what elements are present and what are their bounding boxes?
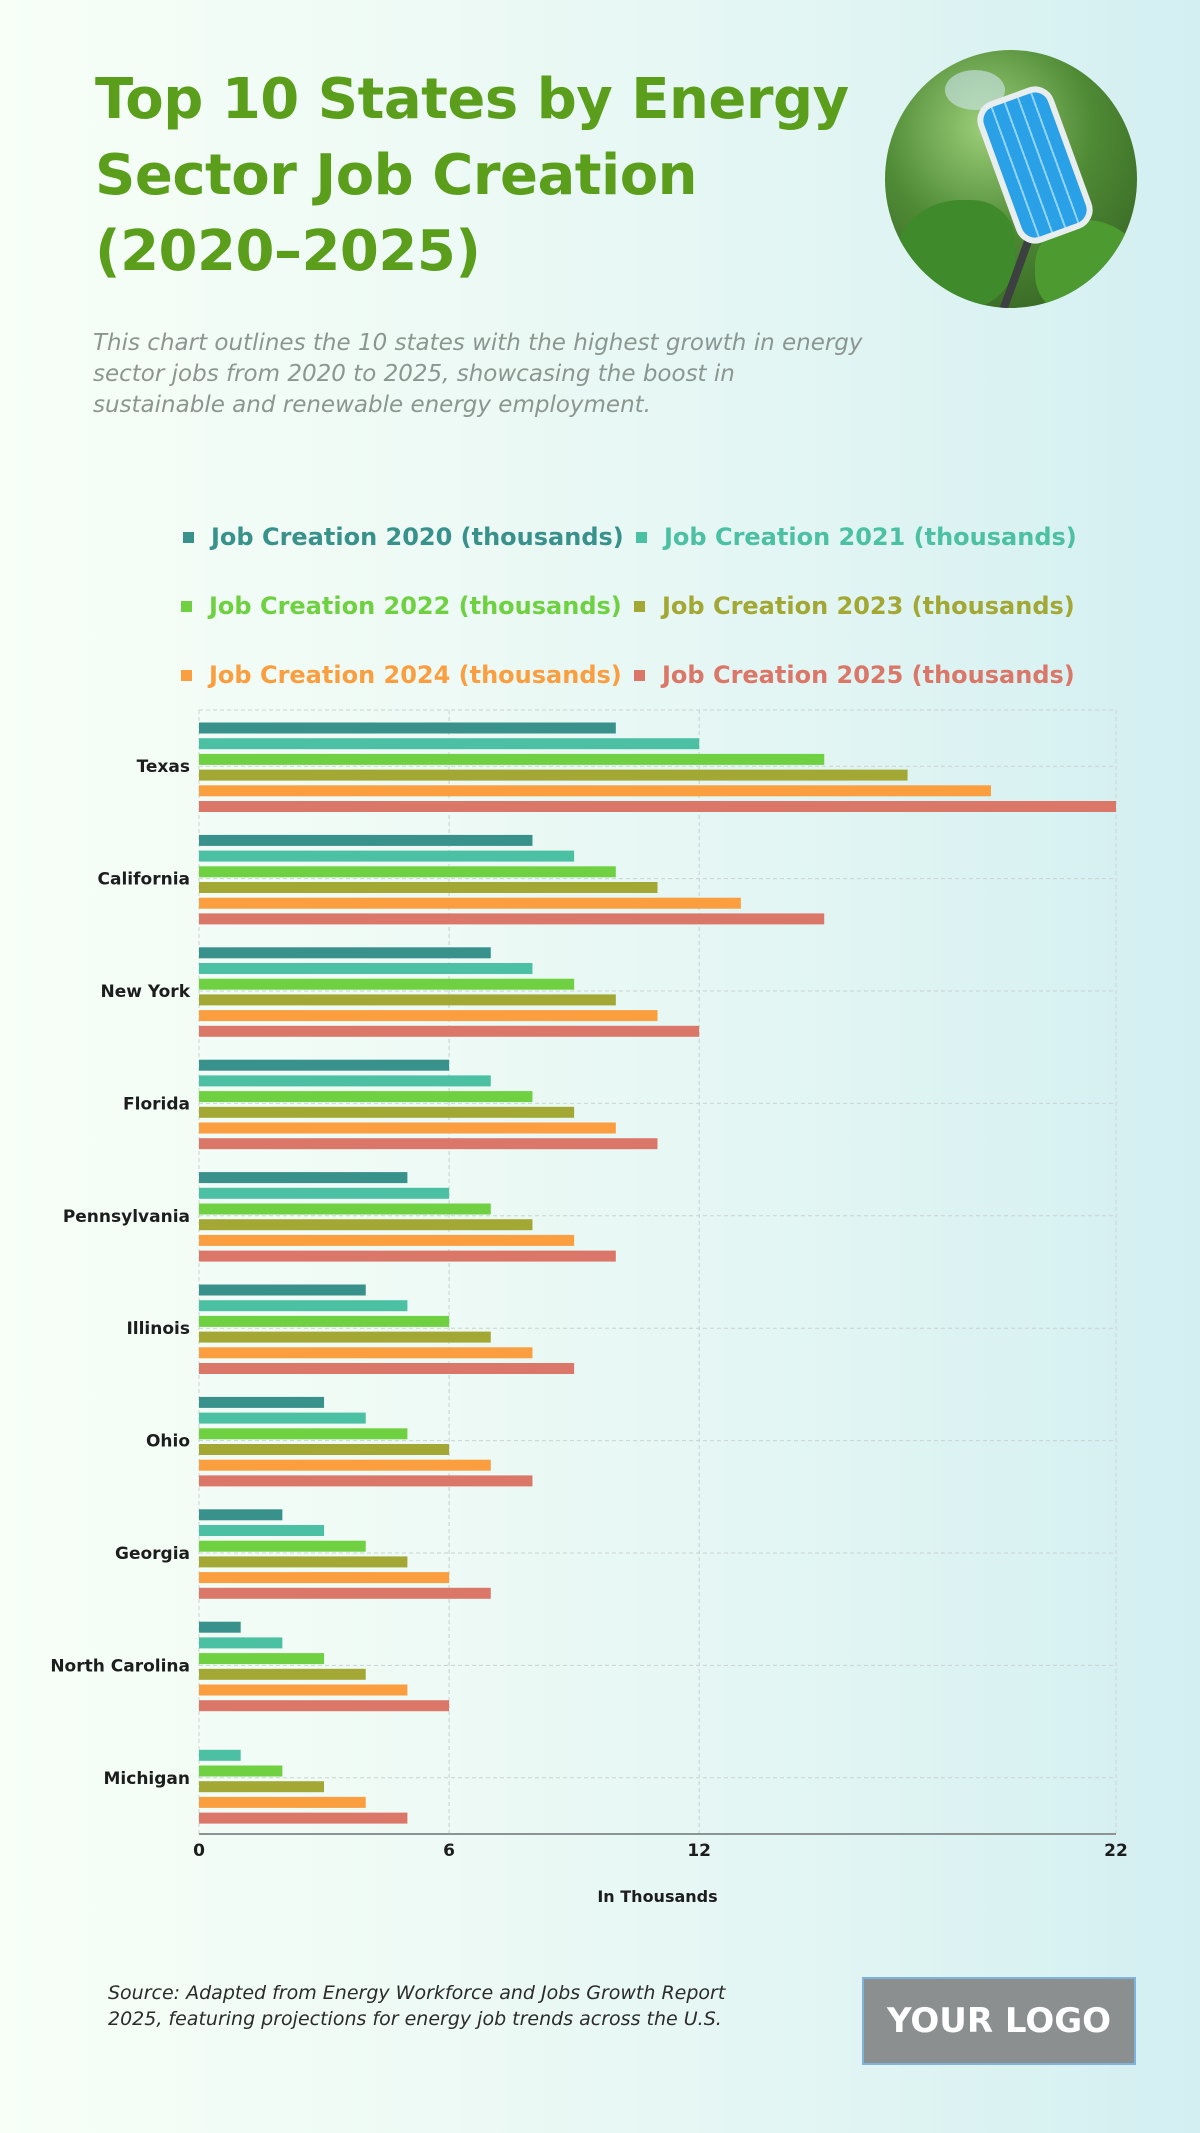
bar bbox=[199, 1059, 450, 1071]
legend-label: Job Creation 2025 (thousands) bbox=[662, 661, 1075, 689]
category-label: Georgia bbox=[115, 1544, 190, 1564]
bar bbox=[199, 882, 658, 893]
bar bbox=[199, 1765, 283, 1777]
x-tick-label: 0 bbox=[193, 1841, 205, 1861]
legend-swatch bbox=[634, 669, 645, 681]
page-subtitle: This chart outlines the 10 states with t… bbox=[93, 330, 863, 418]
bar bbox=[199, 897, 741, 909]
bar bbox=[199, 1637, 283, 1649]
bar bbox=[199, 1749, 241, 1761]
bar bbox=[199, 801, 1116, 812]
bar bbox=[199, 1250, 616, 1262]
bar bbox=[199, 866, 616, 878]
bar bbox=[199, 1172, 408, 1184]
bar bbox=[199, 1363, 575, 1374]
page-title: Top 10 States by Energy Sector Job Creat… bbox=[95, 67, 849, 284]
bar bbox=[199, 1700, 450, 1712]
legend-item-2023[interactable]: Job Creation 2023 (thousands) bbox=[634, 592, 1075, 620]
bar bbox=[199, 1412, 366, 1424]
category-label: Texas bbox=[137, 757, 190, 777]
bar bbox=[199, 1572, 450, 1584]
bar bbox=[199, 1459, 491, 1471]
legend-item-2025[interactable]: Job Creation 2025 (thousands) bbox=[634, 661, 1075, 689]
logo-placeholder: YOUR LOGO bbox=[862, 1977, 1136, 2065]
category-label: Florida bbox=[123, 1094, 190, 1114]
bar bbox=[199, 1396, 325, 1408]
solar-light-photo bbox=[885, 50, 1137, 308]
legend-item-2022[interactable]: Job Creation 2022 (thousands) bbox=[181, 592, 622, 620]
bar bbox=[199, 1347, 533, 1359]
legend-label: Job Creation 2022 (thousands) bbox=[209, 592, 622, 620]
bar-chart: Texas California New York Florida Pennsylvan… bbox=[50, 709, 1128, 1906]
legend-label: Job Creation 2024 (thousands) bbox=[209, 661, 622, 689]
bar bbox=[199, 1556, 408, 1568]
bar bbox=[199, 1331, 491, 1343]
bar bbox=[199, 1122, 616, 1134]
bar bbox=[199, 1138, 658, 1150]
legend-label: Job Creation 2021 (thousands) bbox=[664, 523, 1077, 551]
bar bbox=[199, 1444, 450, 1455]
bar bbox=[199, 1234, 575, 1246]
bar bbox=[199, 1284, 366, 1296]
bar bbox=[199, 1587, 491, 1599]
category-label: Michigan bbox=[104, 1769, 191, 1789]
legend-item-2024[interactable]: Job Creation 2024 (thousands) bbox=[181, 661, 622, 689]
legend-swatch bbox=[181, 600, 192, 612]
bar bbox=[199, 1091, 533, 1103]
bar bbox=[199, 947, 491, 959]
legend-item-2020[interactable]: Job Creation 2020 (thousands) bbox=[183, 523, 624, 551]
category-label: Pennsylvania bbox=[63, 1207, 190, 1227]
bar bbox=[199, 1106, 575, 1118]
category-label: North Carolina bbox=[50, 1656, 190, 1676]
bar bbox=[199, 913, 825, 925]
x-axis-title: In Thousands bbox=[597, 1887, 717, 1906]
bar bbox=[199, 1525, 325, 1536]
bar bbox=[199, 850, 575, 862]
legend-label: Job Creation 2020 (thousands) bbox=[211, 523, 624, 551]
legend-swatch bbox=[183, 531, 194, 543]
bar bbox=[199, 1781, 325, 1793]
bar bbox=[199, 1540, 366, 1552]
source-note: Source: Adapted from Energy Workforce an… bbox=[108, 1982, 726, 2030]
bar bbox=[199, 963, 533, 974]
category-label: California bbox=[98, 870, 190, 890]
bar bbox=[199, 1668, 366, 1680]
category-label: New York bbox=[101, 982, 191, 1002]
x-tick-label: 12 bbox=[687, 1841, 711, 1861]
legend-item-2021[interactable]: Job Creation 2021 (thousands) bbox=[636, 523, 1077, 551]
bar bbox=[199, 738, 700, 750]
legend-swatch bbox=[181, 669, 192, 681]
bar bbox=[199, 785, 991, 797]
bar bbox=[199, 1187, 450, 1199]
bar bbox=[199, 1684, 408, 1696]
category-label: Ohio bbox=[146, 1432, 190, 1452]
bar bbox=[199, 1653, 325, 1665]
bar bbox=[199, 1075, 491, 1087]
x-tick-label: 6 bbox=[443, 1841, 455, 1861]
bar bbox=[199, 769, 908, 781]
bar bbox=[199, 1025, 700, 1037]
bar bbox=[199, 753, 825, 765]
bar bbox=[199, 1621, 241, 1633]
bar bbox=[199, 834, 533, 846]
category-label: Illinois bbox=[126, 1319, 190, 1339]
x-tick-label: 22 bbox=[1104, 1841, 1128, 1861]
bar bbox=[199, 1315, 450, 1327]
bar bbox=[199, 1812, 408, 1824]
leaf-shape bbox=[895, 200, 1015, 308]
bar bbox=[199, 1300, 408, 1312]
bar bbox=[199, 1428, 408, 1440]
bar bbox=[199, 1509, 283, 1521]
bar bbox=[199, 722, 616, 734]
bar bbox=[199, 978, 575, 990]
bar bbox=[199, 1475, 533, 1487]
bar bbox=[199, 1203, 491, 1215]
bar bbox=[199, 994, 616, 1006]
legend-swatch bbox=[636, 531, 647, 543]
legend-swatch bbox=[634, 600, 645, 612]
bar bbox=[199, 1219, 533, 1231]
bar bbox=[199, 1010, 658, 1022]
bar bbox=[199, 1796, 366, 1808]
legend-label: Job Creation 2023 (thousands) bbox=[662, 592, 1075, 620]
